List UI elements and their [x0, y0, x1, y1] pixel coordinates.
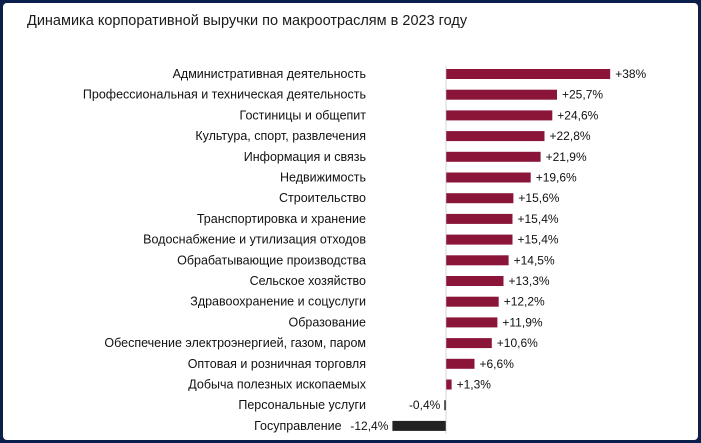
category-label: Культура, спорт, развлечения — [195, 129, 366, 143]
value-label: +21,9% — [546, 150, 587, 164]
value-label: +14,5% — [514, 253, 555, 267]
bar — [446, 296, 499, 307]
bar — [446, 193, 514, 204]
bar — [446, 276, 504, 286]
value-label: +38% — [615, 67, 646, 81]
bar — [446, 358, 475, 369]
value-label: +19,6% — [536, 171, 577, 185]
category-label: Обеспечение электроэнергией, газом, паро… — [104, 336, 366, 350]
category-label: Оптовая и розничная торговля — [188, 357, 366, 371]
category-label: Образование — [289, 315, 367, 329]
bar — [446, 379, 452, 390]
value-label: +25,7% — [562, 88, 603, 102]
value-label: +12,2% — [504, 295, 545, 309]
category-label: Госуправление — [254, 419, 342, 433]
bar-chart: +38% Административная деятельность +25,7% П… — [83, 66, 647, 434]
category-label: Обрабатывающие производства — [177, 253, 366, 267]
value-label: +15,6% — [518, 191, 559, 205]
value-label: +11,9% — [502, 315, 542, 329]
category-label: Водоснабжение и утилизация отходов — [143, 233, 366, 247]
value-label: +10,6% — [497, 336, 538, 350]
value-label: -12,4% — [350, 419, 388, 433]
value-label: +22,8% — [550, 129, 591, 143]
bar — [446, 110, 553, 121]
bar — [446, 234, 513, 245]
bar — [446, 151, 541, 162]
bar — [444, 400, 446, 411]
category-label: Персональные услуги — [238, 398, 366, 412]
bar — [392, 420, 446, 431]
chart-title: Динамика корпоративной выручки по макроо… — [27, 13, 468, 29]
category-label: Строительство — [279, 191, 366, 205]
category-label: Гостиницы и общепит — [240, 108, 367, 122]
category-label: Профессиональная и техническая деятельно… — [83, 88, 366, 102]
value-label: +15,4% — [518, 212, 559, 226]
category-label: Добыча полезных ископаемых — [188, 378, 366, 392]
bar — [446, 213, 513, 224]
value-label: +13,3% — [509, 274, 550, 288]
category-label: Транспортировка и хранение — [197, 212, 366, 226]
category-label: Сельское хозяйство — [250, 274, 366, 288]
category-label: Недвижимость — [280, 171, 366, 185]
category-label: Информация и связь — [244, 150, 366, 164]
bar — [446, 172, 531, 183]
value-label: +15,4% — [518, 233, 559, 247]
category-label: Административная деятельность — [173, 67, 366, 81]
bar — [446, 131, 545, 142]
value-label: -0,4% — [409, 398, 441, 412]
value-label: +24,6% — [557, 108, 598, 122]
category-label: Здравоохранение и соцуслуги — [190, 295, 366, 309]
bar — [446, 317, 498, 328]
value-label: +6,6% — [480, 357, 515, 371]
bar — [446, 338, 492, 349]
bar — [446, 89, 557, 100]
chart-frame: Динамика корпоративной выручки по макроо… — [3, 3, 698, 440]
bar — [446, 69, 611, 79]
bar — [446, 255, 509, 266]
value-label: +1,3% — [457, 378, 492, 392]
